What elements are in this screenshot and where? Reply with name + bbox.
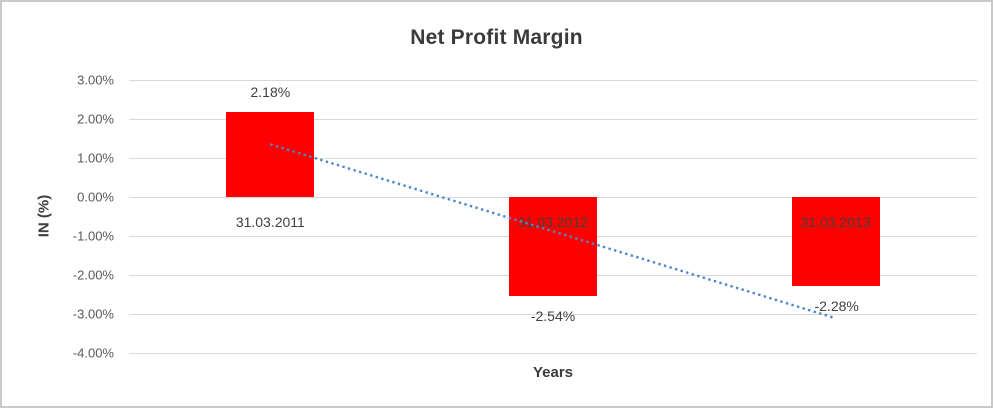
gridline <box>129 353 977 354</box>
y-tick-label: -1.00% <box>72 228 114 244</box>
gridline <box>129 80 977 81</box>
category-label-0: 31.03.2011 <box>235 214 305 230</box>
bar-1 <box>509 197 597 297</box>
category-label-2: 31.03.2013 <box>800 214 871 230</box>
y-tick-label: -2.00% <box>72 267 114 283</box>
chart-title: Net Profit Margin <box>410 26 583 49</box>
bar-2 <box>791 197 880 286</box>
gridline <box>129 119 977 120</box>
y-tick-label: -4.00% <box>72 345 114 361</box>
y-tick-label: 1.00% <box>77 150 114 166</box>
data-label-1: -2.54% <box>530 308 576 325</box>
data-label-2: -2.28% <box>814 297 859 314</box>
x-axis-title: Years <box>532 364 574 381</box>
data-label-0: 2.18% <box>250 83 291 100</box>
category-label-1: 31.03.2012 <box>517 214 589 230</box>
y-axis-title: IN (%) <box>35 194 53 238</box>
bar-0 <box>226 111 315 197</box>
y-tick-label: 0.00% <box>77 189 114 205</box>
y-tick-label: -3.00% <box>72 306 114 322</box>
y-tick-label: 2.00% <box>77 111 114 127</box>
y-tick-label: 3.00% <box>77 72 114 88</box>
